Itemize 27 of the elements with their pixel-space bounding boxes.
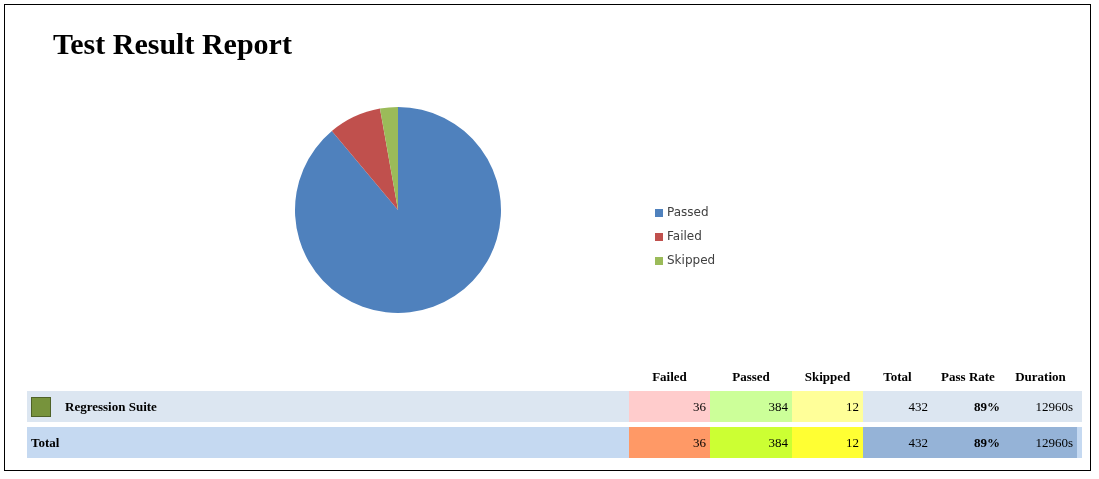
text: 89% <box>974 434 1000 450</box>
legend-label: Skipped <box>667 253 716 267</box>
category-label: Total <box>31 434 60 450</box>
category-label: Failed <box>651 369 688 385</box>
text: 12960s <box>1035 398 1073 414</box>
category-label: Skipped <box>803 369 852 385</box>
text: 384 <box>768 398 788 414</box>
pie-slice <box>379 107 398 210</box>
legend-label: Passed <box>667 205 709 219</box>
category-label: Pass Rate <box>940 369 996 385</box>
text: 89% <box>974 398 1000 414</box>
text: 432 <box>908 434 928 450</box>
legend-label: Failed <box>667 229 702 243</box>
text: 12 <box>846 398 859 414</box>
chart-title: Test Result Report <box>53 27 292 61</box>
pie-slice <box>331 108 398 210</box>
text: 12 <box>846 434 859 450</box>
pie-slice <box>295 107 501 313</box>
category-label: Duration <box>1014 369 1067 385</box>
text: 384 <box>768 434 788 450</box>
category-label: Total <box>882 369 913 385</box>
text: 12960s <box>1035 434 1073 450</box>
text: 432 <box>908 398 928 414</box>
category-label: Regression Suite <box>65 398 157 414</box>
text: 36 <box>693 434 706 450</box>
category-label: Passed <box>731 369 771 385</box>
text: 36 <box>693 398 706 414</box>
